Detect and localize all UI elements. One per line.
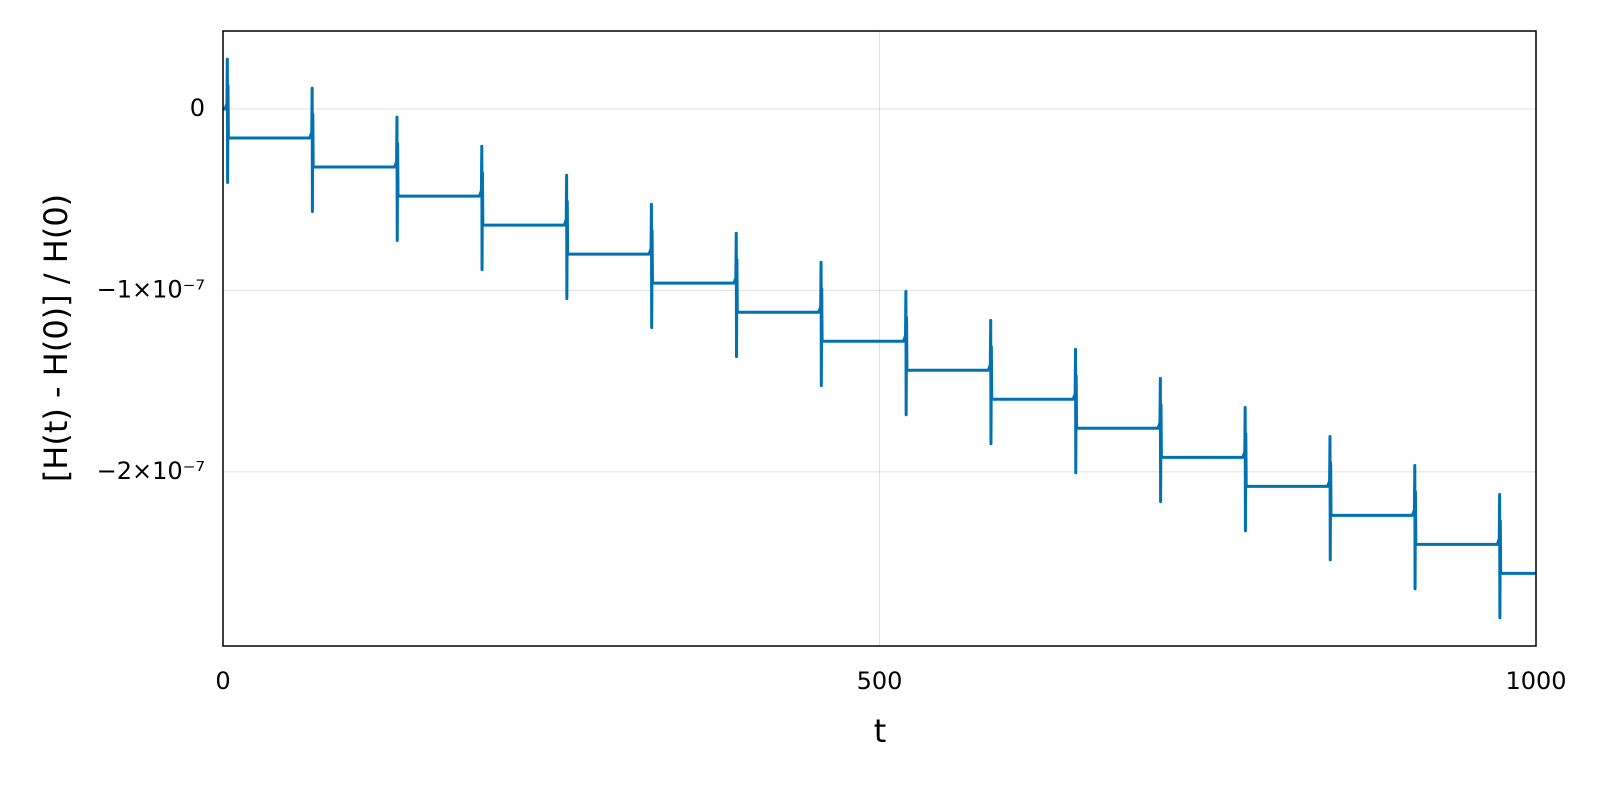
x-tick-label: 0	[215, 667, 230, 695]
y-axis-label: [H(t) - H(0)] / H(0)	[37, 194, 75, 482]
y-tick-label: −1×10⁻⁷	[97, 275, 205, 303]
x-tick-label: 500	[857, 667, 903, 695]
y-tick-label: −2×10⁻⁷	[97, 457, 205, 485]
x-axis-label: t	[874, 712, 887, 750]
data-line	[223, 57, 1536, 620]
plot-frame	[222, 30, 1537, 647]
x-tick-label: 1000	[1505, 667, 1566, 695]
y-tick-label: 0	[190, 94, 205, 122]
